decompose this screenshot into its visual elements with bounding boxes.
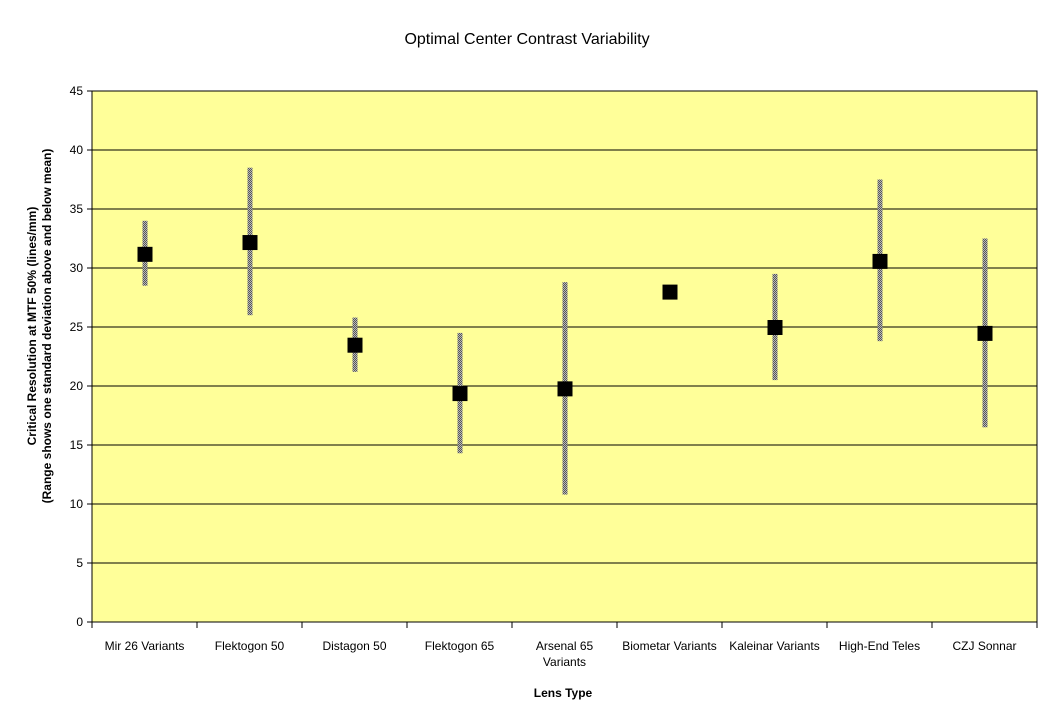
mean-marker xyxy=(977,325,993,341)
x-tick-label: Distagon 50 xyxy=(322,639,386,653)
y-tick-label: 15 xyxy=(70,438,84,452)
y-tick-label: 5 xyxy=(76,556,83,570)
x-axis: Mir 26 Variants Flektogon 50 Distagon 50 Fl… xyxy=(91,622,1038,669)
y-tick-label: 0 xyxy=(76,615,83,629)
x-tick-label: Biometar Variants xyxy=(622,639,716,653)
mean-marker xyxy=(767,320,783,335)
x-tick-label: Mir 26 Variants xyxy=(105,639,185,653)
y-tick-label: 20 xyxy=(70,379,84,393)
y-tick-label: 25 xyxy=(70,320,84,334)
x-tick-label: CZJ Sonnar xyxy=(952,639,1016,653)
mean-marker xyxy=(347,337,363,353)
y-axis: 0 5 10 15 20 25 30 35 40 45 xyxy=(70,84,92,629)
y-tick-label: 45 xyxy=(70,84,84,98)
mean-marker xyxy=(242,235,258,251)
x-tick-label: Kaleinar Variants xyxy=(729,639,820,653)
x-tick-label: Flektogon 65 xyxy=(425,639,495,653)
x-tick-label: Arsenal 65 Variants xyxy=(536,639,594,669)
y-tick-label: 40 xyxy=(70,143,84,157)
mean-marker xyxy=(452,386,468,402)
y-tick-label: 35 xyxy=(70,202,84,216)
y-axis-title: Critical Resolution at MTF 50% (lines/mm… xyxy=(25,149,54,504)
mean-marker xyxy=(557,381,573,397)
mean-marker xyxy=(137,246,153,262)
x-tick-label: High-End Teles xyxy=(839,639,920,653)
mean-marker xyxy=(662,284,678,300)
x-tick-label: Flektogon 50 xyxy=(215,639,285,653)
x-axis-title: Lens Type xyxy=(534,686,593,700)
y-tick-label: 10 xyxy=(70,497,84,511)
mean-marker xyxy=(872,253,888,269)
mean-markers xyxy=(137,235,993,402)
chart-title: Optimal Center Contrast Variability xyxy=(404,31,649,48)
y-tick-label: 30 xyxy=(70,261,84,275)
